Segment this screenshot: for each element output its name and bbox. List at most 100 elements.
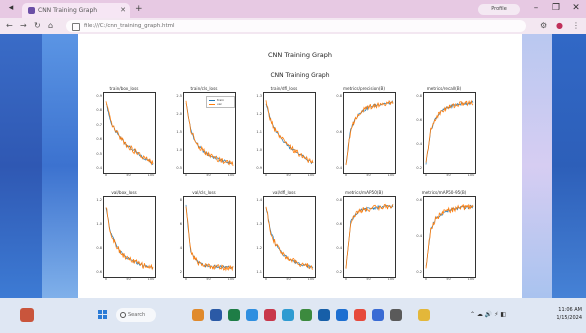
y-tick-label: 6 — [179, 222, 182, 226]
app-icon-5[interactable] — [264, 309, 276, 321]
new-tab-button[interactable]: + — [135, 4, 143, 14]
y-tick-label: 8 — [179, 198, 182, 202]
browser-tab[interactable]: CNN Training Graph ✕ — [22, 3, 130, 18]
back-icon[interactable]: ← — [6, 21, 13, 30]
subplot-lines — [265, 206, 314, 270]
subplot-title: metrics/precision(B) — [342, 86, 386, 91]
x-tick-label: 100 — [147, 173, 155, 177]
subplot-title: val/dfl_loss — [272, 190, 296, 195]
x-tick-label: 100 — [307, 277, 315, 281]
app-icon-10[interactable] — [354, 309, 366, 321]
app-icon-3[interactable] — [228, 309, 240, 321]
extensions-icon[interactable]: ⚙ — [540, 21, 548, 30]
subplot-lines — [345, 99, 394, 166]
maximize-icon[interactable]: ❐ — [551, 3, 561, 13]
file-icon — [72, 23, 80, 31]
clock[interactable]: 11:06 AM 1/15/2024 — [552, 306, 582, 322]
page-heading: CNN Training Graph — [268, 51, 332, 59]
minimize-icon[interactable]: – — [533, 3, 539, 13]
subplot-lines — [105, 207, 154, 271]
y-tick-label: 0.8 — [336, 94, 342, 98]
subplot: metrics/precision(B) 0.8 0.6 0.4 0 50 100 — [332, 86, 396, 180]
x-tick-label: 0 — [104, 173, 108, 177]
y-tick-label: 0.4 — [416, 234, 422, 238]
system-tray[interactable]: ⌃ ☁ 🔊 ⚡ ◧ — [470, 311, 507, 318]
reload-icon[interactable]: ↻ — [34, 21, 41, 30]
navigation-bar: ← → ↻ ⌂ file:///C:/cnn_training_graph.ht… — [0, 18, 586, 34]
subplot-lines — [345, 203, 394, 269]
x-tick-label: 50 — [366, 277, 371, 281]
x-tick-label: 50 — [206, 173, 211, 177]
address-bar[interactable]: file:///C:/cnn_training_graph.html — [66, 20, 526, 32]
taskbar-search-input[interactable]: Search — [116, 308, 156, 322]
series-line-val — [185, 206, 234, 272]
subplot: metrics/mAP50(B) 0.8 0.6 0.4 0.2 0 50 100 — [332, 190, 396, 284]
file-explorer-icon[interactable] — [210, 309, 222, 321]
plot-area — [423, 196, 476, 278]
x-tick-label: 50 — [446, 173, 451, 177]
x-tick-label: 100 — [147, 277, 155, 281]
y-tick-label: 1.1 — [256, 130, 262, 134]
x-tick-label: 50 — [126, 277, 131, 281]
x-tick-label: 0 — [264, 277, 268, 281]
y-tick-label: 1.2 — [96, 198, 102, 202]
background-strip-left — [0, 34, 42, 298]
legend-swatch — [209, 104, 215, 105]
app-icon-11[interactable] — [372, 309, 384, 321]
close-window-icon[interactable]: ✕ — [572, 3, 580, 13]
close-tab-icon[interactable]: ✕ — [120, 6, 126, 14]
search-icon — [120, 312, 126, 318]
y-tick-label: 1.1 — [256, 270, 262, 274]
plot-area — [423, 92, 476, 174]
tab-title: CNN Training Graph — [38, 7, 98, 14]
favicon-icon — [28, 7, 35, 14]
x-tick-label: 0 — [344, 277, 348, 281]
forward-icon[interactable]: → — [20, 21, 27, 30]
subplot: metrics/recall(B) 0.8 0.6 0.4 0.2 0 50 100 — [412, 86, 476, 180]
subplot: val/dfl_loss 1.4 1.3 1.2 1.1 0 50 100 — [252, 190, 316, 284]
account-icon[interactable]: ● — [556, 21, 563, 30]
start-button-icon[interactable] — [98, 310, 108, 320]
y-tick-label: 1.0 — [256, 148, 262, 152]
series-line-val — [185, 100, 234, 167]
plot-area — [263, 196, 316, 278]
menu-icon[interactable]: ⋮ — [572, 21, 580, 30]
plot-area — [183, 196, 236, 278]
series-line-train — [265, 103, 314, 165]
x-tick-label: 0 — [344, 173, 348, 177]
app-icon-9[interactable] — [336, 309, 348, 321]
store-icon[interactable] — [282, 309, 294, 321]
chrome-icon[interactable] — [418, 309, 430, 321]
app-icon-7[interactable] — [300, 309, 312, 321]
y-tick-label: 0.9 — [96, 94, 102, 98]
app-icon-1[interactable] — [192, 309, 204, 321]
subplot-lines — [425, 203, 474, 269]
clock-time: 11:06 AM — [558, 307, 582, 313]
subplot: train/box_loss 0.9 0.8 0.7 0.6 0.5 0.4 0 50 100 — [92, 86, 156, 180]
app-icon-12[interactable] — [390, 309, 402, 321]
edge-browser-icon[interactable] — [246, 309, 258, 321]
app-icon-8[interactable] — [318, 309, 330, 321]
y-tick-label: 0.4 — [416, 142, 422, 146]
series-line-val — [265, 206, 314, 270]
x-tick-label: 0 — [184, 173, 188, 177]
y-tick-label: 0.6 — [416, 118, 422, 122]
home-icon[interactable]: ⌂ — [48, 21, 54, 30]
y-tick-label: 0.2 — [416, 270, 422, 274]
series-line-val — [345, 99, 394, 166]
x-tick-label: 50 — [286, 277, 291, 281]
weather-widget-icon[interactable] — [20, 308, 34, 322]
tab-list-icon[interactable]: ◂ — [8, 3, 14, 13]
taskbar: Search ⌃ ☁ 🔊 ⚡ ◧ 11:06 AM 1/15/2024 — [0, 298, 586, 333]
series-line-val — [345, 203, 394, 269]
search-placeholder: Search — [128, 312, 146, 318]
y-tick-label: 0.6 — [96, 137, 102, 142]
series-line-train — [105, 103, 154, 165]
y-tick-label: 0.7 — [96, 122, 102, 127]
legend: train val — [206, 96, 235, 108]
profile-button[interactable]: Profile — [478, 4, 520, 15]
series-line-train — [345, 204, 394, 269]
background-strip-left-inner — [42, 34, 78, 298]
url-text: file:///C:/cnn_training_graph.html — [84, 23, 175, 29]
series-line-val — [425, 203, 474, 269]
